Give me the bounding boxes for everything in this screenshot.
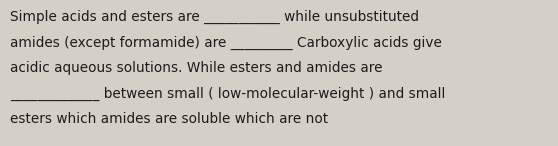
Text: amides (except formamide) are _________ Carboxylic acids give: amides (except formamide) are _________ …: [10, 36, 442, 50]
Text: esters which amides are soluble which are not: esters which amides are soluble which ar…: [10, 112, 328, 126]
Text: Simple acids and esters are ___________ while unsubstituted: Simple acids and esters are ___________ …: [10, 10, 419, 24]
Text: acidic aqueous solutions. While esters and amides are: acidic aqueous solutions. While esters a…: [10, 61, 383, 75]
Text: _____________ between small ( low-molecular-weight ) and small: _____________ between small ( low-molecu…: [10, 87, 445, 101]
